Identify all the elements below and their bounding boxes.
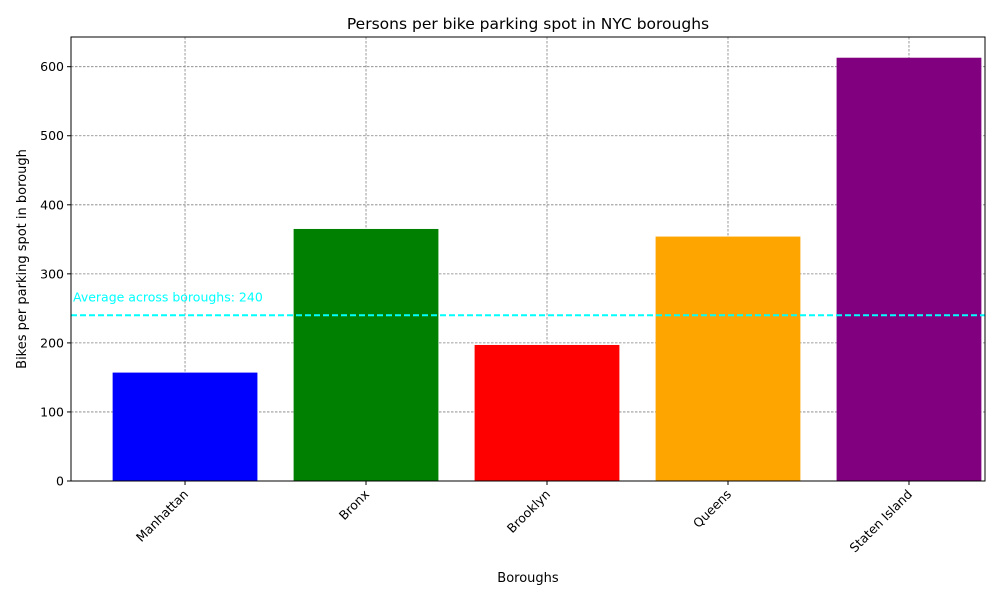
average-label: Average across boroughs: 240: [73, 289, 263, 304]
x-tick-label: Brooklyn: [504, 487, 553, 536]
y-axis-ticks: 0 100 200 300 400 500 600: [40, 59, 71, 489]
x-tick-label: Staten Island: [846, 487, 915, 556]
y-tick-label: 0: [56, 474, 64, 489]
y-tick-label: 200: [40, 335, 64, 350]
x-tick-label: Queens: [690, 487, 734, 531]
bar-brooklyn: [474, 344, 620, 481]
chart-title: Persons per bike parking spot in NYC bor…: [347, 15, 709, 33]
x-axis-ticks: Manhattan Bronx Brooklyn Queens Staten Islan…: [133, 481, 915, 555]
y-tick-label: 100: [40, 404, 64, 419]
average-layer: Average across boroughs: 240: [71, 289, 985, 317]
bar-staten-island: [836, 57, 982, 482]
x-axis-label: Boroughs: [497, 571, 559, 586]
y-tick-label: 300: [40, 266, 64, 281]
y-axis-label: Bikes per parking spot in borough: [15, 149, 30, 369]
plot-area-frame: [70, 36, 986, 482]
y-tick-label: 500: [40, 128, 64, 143]
bar-manhattan: [112, 372, 258, 481]
bar-bronx: [293, 228, 439, 481]
bar-queens: [655, 236, 801, 481]
y-tick-label: 400: [40, 197, 64, 212]
x-tick-label: Bronx: [336, 487, 372, 523]
x-tick-label: Manhattan: [133, 487, 191, 545]
bars-layer: [112, 57, 982, 482]
y-tick-label: 600: [40, 59, 64, 74]
